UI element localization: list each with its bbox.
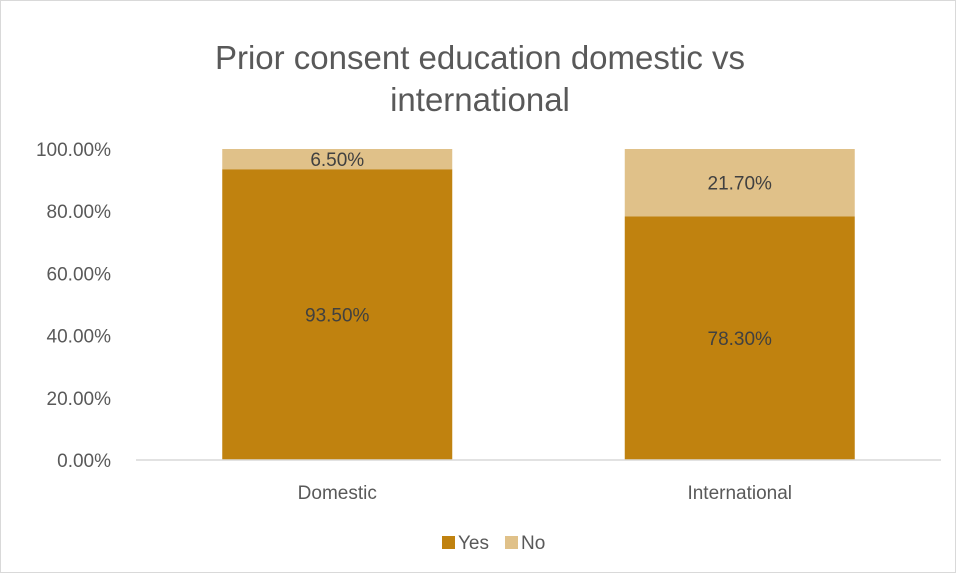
bar-international-yes — [624, 216, 855, 460]
chart-title: Prior consent education domestic vs inter… — [215, 39, 745, 118]
bar-domestic-no — [222, 149, 453, 170]
data-label-domestic-yes: 93.50% — [305, 306, 370, 327]
x-category-label: Domestic — [298, 483, 377, 504]
y-tick-label: 60.00% — [47, 264, 112, 285]
y-tick-label: 100.00% — [36, 140, 111, 161]
y-tick-label: 40.00% — [47, 327, 112, 348]
y-tick-label: 80.00% — [47, 202, 112, 223]
y-axis: 0.00% 20.00% 40.00% 60.00% 80.00% 100.00% — [36, 140, 111, 472]
legend-label-no: No — [521, 533, 545, 554]
legend: Yes No — [442, 533, 545, 554]
chart-title-line-1: Prior consent education domestic vs — [215, 39, 745, 76]
bar-domestic-yes — [222, 169, 453, 460]
legend-swatch-yes — [442, 536, 455, 549]
bar-international-no — [624, 149, 855, 217]
legend-swatch-no — [505, 536, 518, 549]
data-label-domestic-no: 6.50% — [310, 150, 364, 171]
data-labels: 93.50% 6.50% 78.30% 21.70% — [305, 150, 772, 350]
data-label-international-yes: 78.30% — [708, 329, 773, 350]
x-axis: Domestic International — [136, 459, 941, 504]
y-tick-label: 0.00% — [57, 451, 111, 472]
y-tick-label: 20.00% — [47, 389, 112, 410]
legend-label-yes: Yes — [458, 533, 489, 554]
data-label-international-no: 21.70% — [708, 174, 773, 195]
plot-area — [222, 149, 855, 460]
chart-title-line-2: international — [390, 81, 570, 118]
x-category-label: International — [687, 483, 792, 504]
